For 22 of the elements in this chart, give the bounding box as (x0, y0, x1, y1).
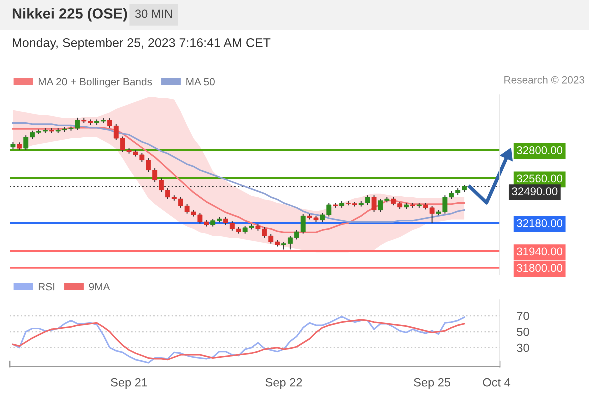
candlestick (372, 195, 377, 213)
y-tick-label: 31940.00 (517, 248, 563, 256)
y-tick-label: 30 (517, 344, 530, 352)
y-tick-label: 32800.00 (517, 146, 563, 154)
text: 30 MIN (135, 10, 172, 18)
y-tick-label: 31800.00 (517, 264, 563, 272)
chart-subtitle: Monday, September 25, 2023 7:16:41 AM CET (13, 38, 271, 50)
y-tick-label: 32180.00 (517, 220, 563, 228)
text: Research © 2023 (504, 76, 585, 84)
legend-label: MA 50 (186, 78, 215, 86)
ref-line-label: 32490.00 (512, 188, 558, 196)
legend-label: MA 20 + Bollinger Bands (38, 78, 152, 88)
y-tick-label: 32560.00 (517, 174, 563, 183)
x-tick-label: Sep 21 (111, 378, 148, 390)
x-tick-label: Sep 25 (414, 378, 451, 390)
y-tick-label: 70 (517, 312, 530, 320)
legend-label: 9MA (89, 283, 110, 291)
legend-label: RSI (38, 283, 55, 291)
y-tick-label: 50 (517, 328, 530, 336)
x-tick-label: Oct 4 (483, 378, 511, 387)
x-tick-label: Sep 22 (266, 378, 302, 390)
chart-title: Nikkei 225 (OSE) (12, 8, 128, 22)
